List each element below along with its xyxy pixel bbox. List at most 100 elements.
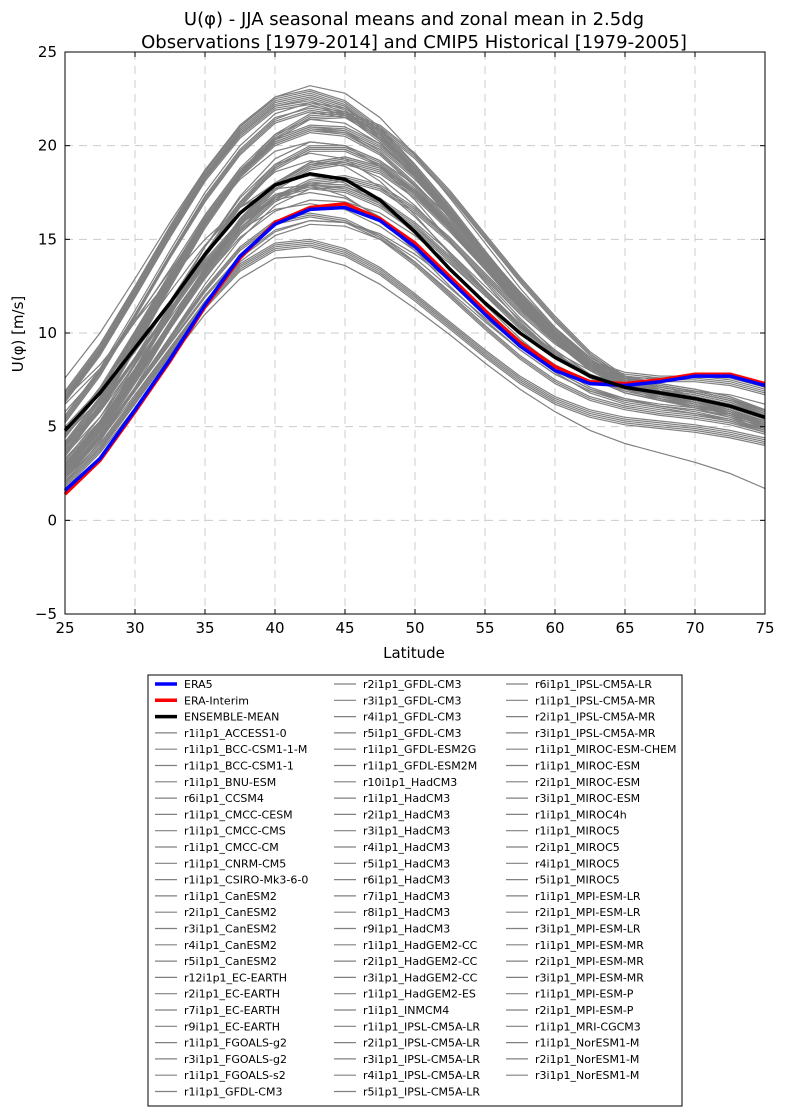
chart-title-line-2: Observations [1979-2014] and CMIP5 Histo… <box>141 32 687 53</box>
series-line-model-67 <box>64 163 766 476</box>
x-tick-label-0: 25 <box>55 619 74 637</box>
legend-label-72: r2i1p1_MPI-ESM-P <box>535 1004 634 1017</box>
legend-label-56: r1i1p1_MIROC-ESM-CHEM <box>535 743 677 756</box>
legend-label-23: r3i1p1_FGOALS-g2 <box>184 1053 287 1066</box>
legend-label-2: ENSEMBLE-MEAN <box>184 711 279 724</box>
legend-label-57: r1i1p1_MIROC-ESM <box>535 760 640 773</box>
legend-label-10: r1i1p1_CMCC-CM <box>184 841 279 854</box>
legend-label-59: r3i1p1_MIROC-ESM <box>535 792 640 805</box>
legend-label-27: r3i1p1_GFDL-CM3 <box>363 694 461 707</box>
chart-title-line-1: U(φ) - JJA seasonal means and zonal mean… <box>184 9 644 30</box>
legend-label-25: r1i1p1_GFDL-CM3 <box>184 1086 282 1099</box>
legend-label-44: r3i1p1_HadGEM2-CC <box>363 971 478 984</box>
legend-label-30: r1i1p1_GFDL-ESM2G <box>363 743 476 756</box>
legend-label-40: r8i1p1_HadCM3 <box>363 906 450 919</box>
legend-label-13: r1i1p1_CanESM2 <box>184 890 277 903</box>
y-tick-label-2: 5 <box>47 418 57 436</box>
legend-label-43: r2i1p1_HadGEM2-CC <box>363 955 478 968</box>
legend-label-22: r1i1p1_FGOALS-g2 <box>184 1037 287 1050</box>
y-tick-label-3: 10 <box>38 324 57 342</box>
series-line-model-52 <box>64 214 766 476</box>
series-line-model-51 <box>64 212 766 474</box>
legend-frame <box>147 674 683 1107</box>
legend-label-34: r2i1p1_HadCM3 <box>363 808 450 821</box>
legend-label-28: r4i1p1_GFDL-CM3 <box>363 711 461 724</box>
legend-label-4: r1i1p1_BCC-CSM1-1-M <box>184 743 307 756</box>
legend-label-11: r1i1p1_CNRM-CM5 <box>184 857 286 870</box>
legend-label-33: r1i1p1_HadCM3 <box>363 792 450 805</box>
legend-label-3: r1i1p1_ACCESS1-0 <box>184 727 287 740</box>
series-line-model-65 <box>64 161 766 474</box>
legend-label-63: r4i1p1_MIROC5 <box>535 857 620 870</box>
y-tick-label-1: 0 <box>47 511 57 529</box>
legend-label-73: r1i1p1_MRI-CGCM3 <box>535 1020 641 1033</box>
y-axis-label: U(φ) [m/s] <box>9 296 27 373</box>
legend-label-16: r4i1p1_CanESM2 <box>184 939 277 952</box>
legend-label-39: r7i1p1_HadCM3 <box>363 890 450 903</box>
y-tick-label-4: 15 <box>38 230 57 248</box>
legend-label-76: r3i1p1_NorESM1-M <box>535 1069 639 1082</box>
series-lines <box>63 85 766 496</box>
x-tick-label-2: 35 <box>195 619 214 637</box>
legend-label-24: r1i1p1_FGOALS-s2 <box>184 1069 286 1082</box>
x-tick-label-3: 40 <box>265 619 284 637</box>
legend-label-67: r3i1p1_MPI-ESM-LR <box>535 923 641 936</box>
legend-label-9: r1i1p1_CMCC-CMS <box>184 825 286 838</box>
legend-label-47: r1i1p1_IPSL-CM5A-LR <box>363 1020 480 1033</box>
legend-label-36: r4i1p1_HadCM3 <box>363 841 450 854</box>
y-tick-label-6: 25 <box>38 43 57 61</box>
y-tick-label-0: −5 <box>35 605 57 623</box>
legend-label-1: ERA-Interim <box>184 694 249 707</box>
legend-label-55: r3i1p1_IPSL-CM5A-MR <box>535 727 656 740</box>
series-line-model-48 <box>64 240 766 482</box>
series-line-model-73 <box>64 184 766 444</box>
legend-label-37: r5i1p1_HadCM3 <box>363 857 450 870</box>
legend-label-26: r2i1p1_GFDL-CM3 <box>363 678 461 691</box>
legend-label-7: r6i1p1_CCSM4 <box>184 792 264 805</box>
legend-label-6: r1i1p1_BNU-ESM <box>184 776 276 789</box>
legend-label-60: r1i1p1_MIROC4h <box>535 808 627 821</box>
legend-label-20: r7i1p1_EC-EARTH <box>184 1004 280 1017</box>
y-tick-label-5: 20 <box>38 137 57 155</box>
legend-label-17: r5i1p1_CanESM2 <box>184 955 277 968</box>
legend-label-12: r1i1p1_CSIRO-Mk3-6-0 <box>184 874 308 887</box>
legend-label-61: r1i1p1_MIROC5 <box>535 825 620 838</box>
x-tick-label-8: 65 <box>615 619 634 637</box>
legend-label-15: r3i1p1_CanESM2 <box>184 923 277 936</box>
legend-label-32: r10i1p1_HadCM3 <box>363 776 457 789</box>
legend-label-14: r2i1p1_CanESM2 <box>184 906 277 919</box>
legend-label-38: r6i1p1_HadCM3 <box>363 874 450 887</box>
series-line-ensemble-mean <box>63 172 766 432</box>
legend-label-58: r2i1p1_MIROC-ESM <box>535 776 640 789</box>
x-tick-label-6: 55 <box>475 619 494 637</box>
legend-label-8: r1i1p1_CMCC-CESM <box>184 808 293 821</box>
legend-label-51: r5i1p1_IPSL-CM5A-LR <box>363 1086 480 1099</box>
legend-label-0: ERA5 <box>184 678 213 691</box>
series-line-era5 <box>63 205 766 492</box>
legend-label-35: r3i1p1_HadCM3 <box>363 825 450 838</box>
series-line-model-46 <box>64 238 766 480</box>
legend-label-74: r1i1p1_NorESM1-M <box>535 1037 639 1050</box>
legend-label-71: r1i1p1_MPI-ESM-P <box>535 988 634 1001</box>
axis-ticks: 25 30 35 40 45 50 55 60 65 70 75 −5 0 5 10 15 20 25 <box>35 43 775 637</box>
series-line-model-50 <box>64 216 766 478</box>
series-line-model-43 <box>64 203 766 437</box>
x-tick-label-10: 75 <box>755 619 774 637</box>
legend-label-5: r1i1p1_BCC-CSM1-1 <box>184 760 294 773</box>
legend-label-46: r1i1p1_INMCM4 <box>363 1004 449 1017</box>
legend-label-45: r1i1p1_HadGEM2-ES <box>363 988 476 1001</box>
x-tick-label-4: 45 <box>335 619 354 637</box>
legend-label-49: r3i1p1_IPSL-CM5A-LR <box>363 1053 480 1066</box>
x-tick-label-9: 70 <box>685 619 704 637</box>
legend-label-48: r2i1p1_IPSL-CM5A-LR <box>363 1037 480 1050</box>
series-line-model-70 <box>64 199 766 459</box>
legend-label-19: r2i1p1_EC-EARTH <box>184 988 280 1001</box>
legend-label-29: r5i1p1_GFDL-CM3 <box>363 727 461 740</box>
legend-label-52: r6i1p1_IPSL-CM5A-LR <box>535 678 652 691</box>
x-tick-label-7: 60 <box>545 619 564 637</box>
legend-label-54: r2i1p1_IPSL-CM5A-MR <box>535 711 656 724</box>
series-line-model-27 <box>64 182 766 450</box>
legend-label-31: r1i1p1_GFDL-ESM2M <box>363 760 477 773</box>
x-axis-label: Latitude <box>383 644 445 662</box>
